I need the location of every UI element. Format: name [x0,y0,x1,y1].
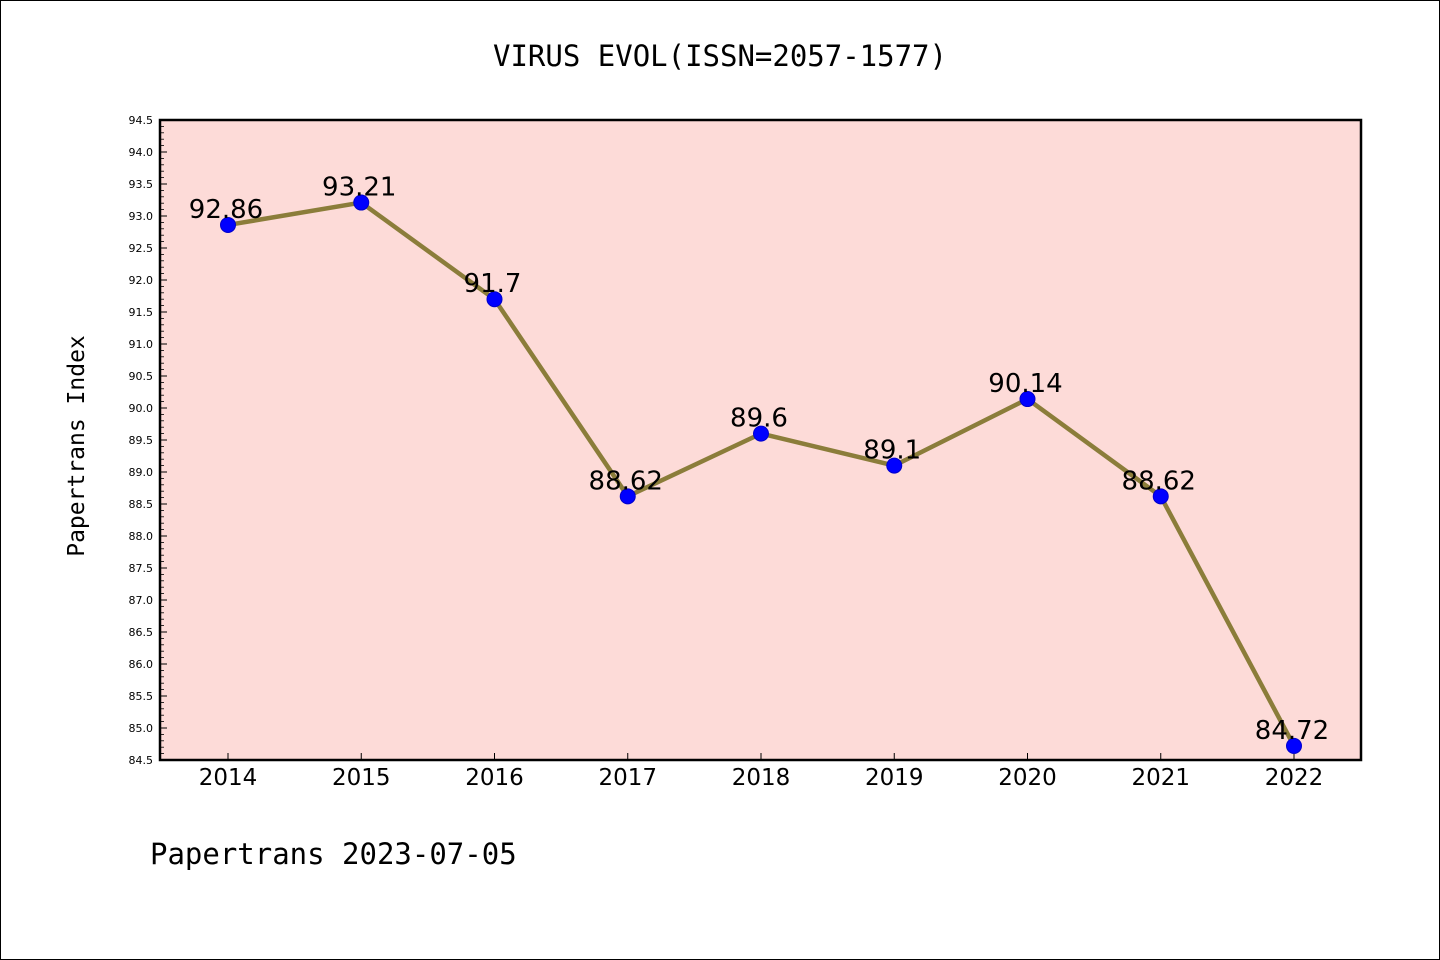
y-tick-label: 85.5 [129,690,154,703]
x-axis: 2014 2015 2016 2017 2018 2019 2020 2021 2022 [199,753,1324,791]
x-tick-label: 2014 [199,765,258,791]
y-tick-label: 84.5 [129,754,154,767]
y-tick-label: 88.5 [129,498,154,511]
y-tick-label: 88.0 [129,530,154,543]
data-point [486,291,503,308]
data-label: 92.86 [189,195,263,225]
x-tick-label: 2016 [465,765,524,791]
y-tick-label: 91.5 [129,306,154,319]
y-axis: 84.5 85.0 85.5 86.0 86.5 87.0 87.5 88.0 88.5 89.0… [129,114,167,767]
x-tick-label: 2021 [1131,765,1190,791]
y-tick-label: 90.0 [129,402,154,415]
data-point [1152,488,1169,505]
x-tick-label: 2017 [598,765,657,791]
x-tick-label: 2020 [998,765,1057,791]
y-tick-label: 87.0 [129,594,154,607]
data-label: 89.1 [863,436,921,466]
data-label: 90.14 [988,369,1062,399]
data-label: 88.62 [589,466,663,496]
data-point [220,216,236,233]
data-label: 88.62 [1122,466,1196,496]
x-tick-label: 2019 [865,765,924,791]
y-tick-label: 90.5 [129,370,154,383]
data-point [1019,391,1036,408]
series: 92.86 93.21 91.7 88.62 89.6 89.1 90.14 88.62 84.… [189,173,1329,754]
y-tick-label: 89.5 [129,434,154,447]
y-tick-label: 94.5 [129,114,154,127]
y-tick-label: 93.0 [129,210,154,223]
data-point [753,425,769,442]
y-tick-label: 85.0 [129,722,154,735]
data-point [353,194,370,211]
x-tick-label: 2022 [1265,765,1324,791]
data-label: 93.21 [322,173,396,203]
data-label: 89.6 [730,404,788,434]
y-tick-label: 89.0 [129,466,154,479]
y-tick-label: 93.5 [129,178,154,191]
x-tick-label: 2018 [732,765,791,791]
data-label: 84.72 [1255,716,1329,746]
plot-border [158,118,1363,762]
chart-title: VIRUS EVOL(ISSN=2057-1577) [493,39,947,73]
data-point [619,488,636,505]
data-point [886,457,903,474]
y-tick-label: 91.0 [129,338,154,351]
data-label: 91.7 [464,269,522,299]
y-tick-label: 87.5 [129,562,154,575]
y-tick-label: 86.5 [129,626,154,639]
y-tick-label: 94.0 [129,146,154,159]
x-tick-label: 2015 [332,765,391,791]
y-tick-label: 86.0 [129,658,154,671]
y-tick-label: 92.0 [129,274,154,287]
footer-text: Papertrans 2023-07-05 [150,837,517,871]
data-point [1286,737,1302,754]
y-tick-label: 92.5 [129,242,154,255]
y-axis-label: Papertrans Index [64,335,90,557]
